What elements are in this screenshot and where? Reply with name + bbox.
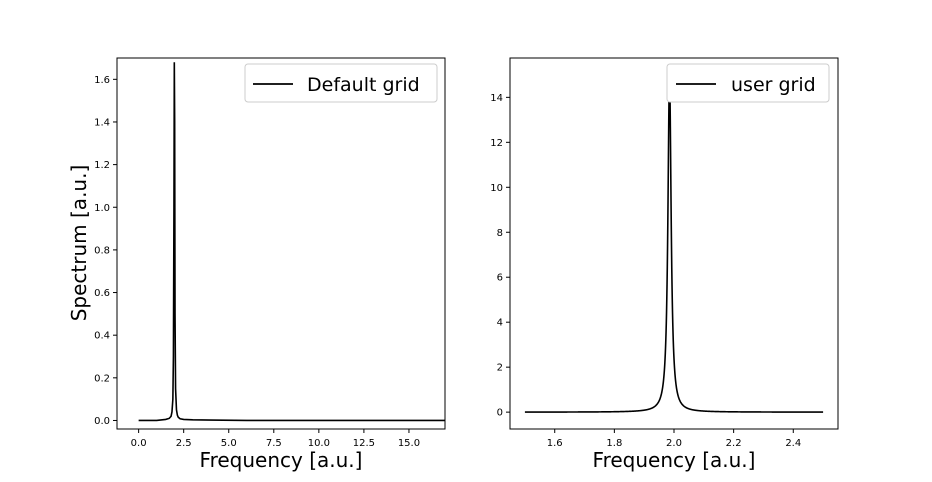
x-tick-label: 2.0 (666, 438, 682, 449)
x-ticks: 1.6 1.8 2.0 2.2 2.4 (547, 429, 801, 449)
x-ticks: 0.0 2.5 5.0 7.5 10.0 12.5 15.0 (131, 429, 420, 449)
legend-label: Default grid (307, 74, 420, 96)
chart-user-grid: 1.6 1.8 2.0 2.2 2.4 0 2 4 6 8 10 12 14 Frequency [a… (490, 57, 839, 472)
y-tick-label: 1.0 (94, 203, 110, 214)
legend: Default grid (244, 63, 438, 103)
y-tick-label: 1.2 (94, 160, 110, 171)
y-tick-label: 10 (490, 183, 503, 194)
y-tick-label: 8 (497, 228, 503, 239)
y-tick-label: 0.4 (94, 331, 110, 342)
x-tick-label: 1.6 (547, 438, 563, 449)
x-tick-label: 15.0 (398, 438, 420, 449)
chart-default-grid: 0.0 2.5 5.0 7.5 10.0 12.5 15.0 0.0 0.2 0.4 0.6 0.8… (67, 57, 446, 472)
legend-box (666, 63, 830, 103)
x-tick-label: 2.4 (785, 438, 801, 449)
x-tick-label: 2.5 (176, 438, 192, 449)
x-tick-label: 5.0 (221, 438, 237, 449)
plot-area-frame (509, 57, 839, 430)
y-tick-label: 2 (497, 363, 503, 374)
y-tick-label: 0.8 (94, 245, 110, 256)
y-ticks: 0.0 0.2 0.4 0.6 0.8 1.0 1.2 1.4 1.6 (94, 75, 117, 427)
series-line-user-grid (524, 74, 824, 413)
y-tick-label: 0.0 (94, 416, 110, 427)
legend: user grid (666, 63, 830, 103)
y-tick-label: 0 (497, 408, 503, 419)
y-axis-label: Spectrum [a.u.] (67, 165, 91, 322)
y-tick-label: 12 (490, 138, 503, 149)
series-line-default-grid (138, 62, 445, 422)
y-ticks: 0 2 4 6 8 10 12 14 (490, 93, 510, 419)
y-tick-label: 0.2 (94, 373, 110, 384)
legend-box (244, 63, 438, 103)
x-tick-label: 1.8 (606, 438, 622, 449)
x-tick-label: 12.5 (353, 438, 375, 449)
y-tick-label: 4 (497, 318, 503, 329)
y-tick-label: 14 (490, 93, 503, 104)
y-tick-label: 1.4 (94, 117, 110, 128)
y-tick-label: 6 (497, 273, 503, 284)
y-tick-label: 0.6 (94, 288, 110, 299)
x-tick-label: 10.0 (308, 438, 330, 449)
y-tick-label: 1.6 (94, 75, 110, 86)
x-tick-label: 7.5 (266, 438, 282, 449)
x-tick-label: 0.0 (131, 438, 147, 449)
x-axis-label: Frequency [a.u.] (593, 448, 756, 472)
x-tick-label: 2.2 (726, 438, 742, 449)
legend-label: user grid (731, 74, 816, 96)
x-axis-label: Frequency [a.u.] (200, 448, 363, 472)
plot-area-frame (116, 57, 446, 430)
